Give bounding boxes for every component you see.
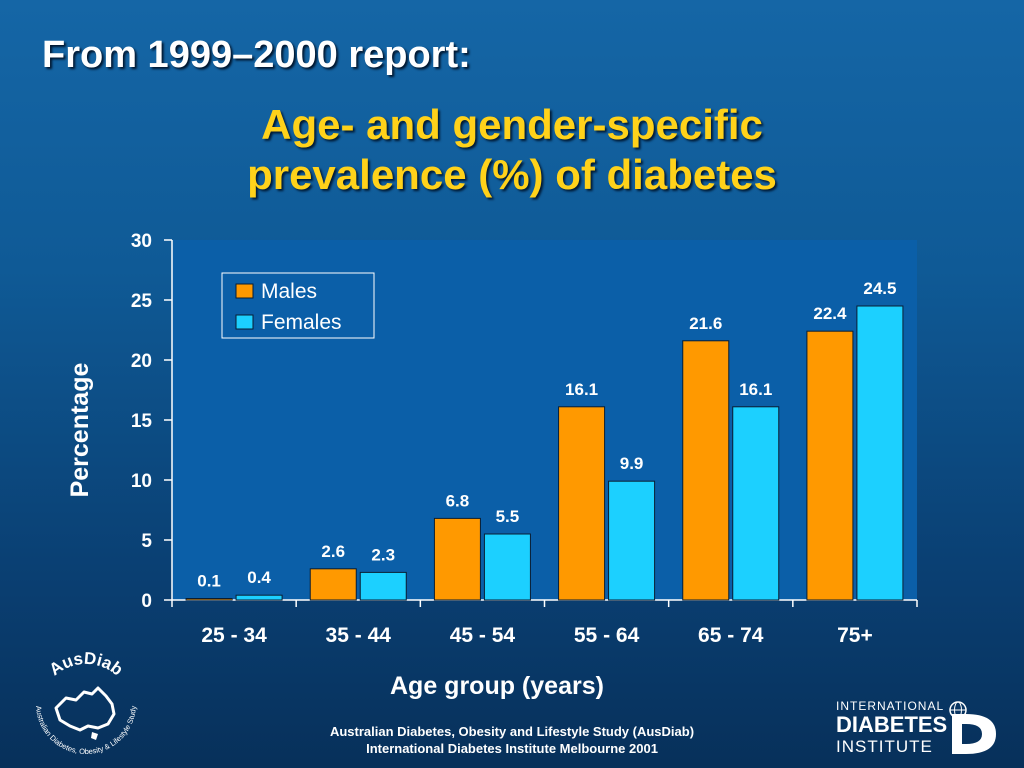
idi-logo-line-1: INTERNATIONAL (836, 699, 944, 713)
bar-males-4554 (433, 517, 481, 601)
legend-label: Females (261, 311, 342, 334)
bar-females-3544 (359, 571, 407, 601)
y-tick-label: 0 (141, 591, 152, 612)
tasmania-shape (91, 732, 98, 740)
x-tick-label: 55 - 64 (574, 624, 640, 647)
legend-box (221, 272, 375, 339)
footer-line-1: Australian Diabetes, Obesity and Lifesty… (329, 724, 695, 739)
data-label: 16.1 (739, 380, 772, 399)
idi-d-mark-icon (952, 714, 996, 754)
x-tick-label: 65 - 74 (698, 624, 764, 647)
ausdiab-logo-name: AusDiab (46, 649, 127, 680)
data-label: 16.1 (565, 380, 598, 399)
y-tick-label: 15 (131, 411, 153, 432)
x-tick-label: 45 - 54 (450, 624, 516, 647)
data-label: 22.4 (813, 304, 847, 323)
ausdiab-logo: AusDiab Australian Diabetes, Obesity & L… (26, 648, 146, 765)
australia-map-icon (54, 686, 116, 732)
slide-title: Age- and gender-specific prevalence (%) … (0, 100, 1024, 200)
bar-females-5564 (608, 480, 656, 601)
bar-females-75+ (856, 305, 904, 601)
bar-males-6574 (682, 340, 730, 601)
y-tick-label: 20 (131, 351, 152, 372)
legend-swatch (235, 283, 254, 299)
bar-males-5564 (558, 406, 606, 601)
y-tick-label: 5 (141, 531, 152, 552)
idi-logo-line-2: DIABETES (836, 712, 947, 737)
y-tick-label: 30 (131, 231, 152, 252)
bar-males-75+ (806, 330, 854, 601)
data-label: 24.5 (863, 279, 896, 298)
bar-females-6574 (732, 406, 780, 601)
bar-males-3544 (309, 568, 357, 601)
data-label: 0.4 (247, 568, 271, 587)
legend-swatch (235, 314, 254, 330)
data-label: 2.6 (321, 542, 345, 561)
data-label: 6.8 (446, 491, 470, 510)
idi-logo-line-3: INSTITUTE (836, 737, 933, 756)
slide-header: From 1999–2000 report: (42, 34, 471, 76)
legend-label: Males (261, 280, 317, 303)
x-tick-label: 35 - 44 (326, 624, 392, 647)
data-label: 5.5 (496, 507, 520, 526)
bar-females-4554 (483, 533, 531, 601)
data-label: 9.9 (620, 454, 644, 473)
y-tick-label: 10 (131, 471, 152, 492)
plot-area (172, 240, 917, 600)
slide-title-line-1: Age- and gender-specific (261, 101, 763, 148)
data-label: 21.6 (689, 314, 722, 333)
y-axis-title: Percentage (66, 363, 94, 498)
x-axis-title: Age group (years) (390, 672, 604, 700)
footer-line-2: International Diabetes Institute Melbour… (366, 741, 658, 756)
x-tick-label: 25 - 34 (201, 624, 267, 647)
bar-males-2534 (185, 598, 233, 601)
x-tick-label: 75+ (837, 624, 873, 647)
data-label: 2.3 (371, 545, 395, 564)
y-tick-label: 25 (131, 291, 153, 312)
idi-logo: INTERNATIONAL DIABETES INSTITUTE (836, 698, 1006, 765)
bar-females-2534 (235, 594, 283, 601)
slide-title-line-2: prevalence (%) of diabetes (247, 151, 777, 198)
data-label: 0.1 (197, 572, 221, 591)
